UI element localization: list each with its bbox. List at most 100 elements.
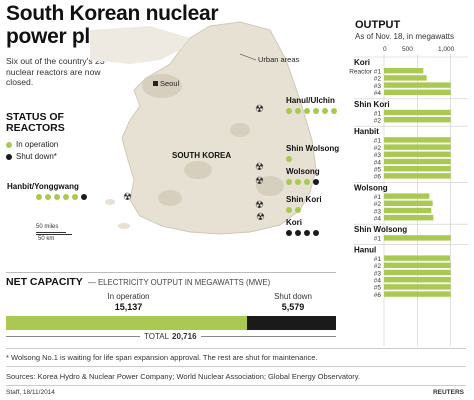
total-value: 20,716: [172, 332, 197, 341]
reactor-bar: [384, 207, 432, 214]
radiation-icon: ☢: [255, 200, 264, 211]
reactor-label: #2: [374, 76, 382, 83]
divider: [6, 272, 336, 273]
status-dot-shutdown: [81, 194, 87, 200]
group-label: Shin Wolsong: [354, 225, 407, 234]
status-dot-operation: [322, 108, 328, 114]
scale-bar: [36, 234, 72, 235]
reactor-bar: [384, 215, 434, 221]
legend-title: STATUS OF REACTORS: [6, 111, 65, 134]
page-subtitle: Six out of the country's 23 nuclear reac…: [6, 56, 105, 87]
reactor-bar: [384, 269, 451, 276]
plant-label-wolsong: Wolsong: [286, 167, 320, 176]
reactor-bar: [384, 82, 451, 88]
legend-swatch: [6, 153, 12, 160]
status-dot-shutdown: [313, 179, 319, 185]
scale-miles: 50 miles: [36, 224, 59, 230]
status-dot-operation: [54, 194, 60, 200]
capacity-bar-shutdown: [247, 316, 336, 330]
output-chart: Kori Reactor #1 #2 #3 #4 Shin Kori #1 #2 Hanbit #…: [340, 54, 470, 349]
reactor-label: #2: [374, 118, 382, 125]
status-dot-operation: [331, 108, 337, 114]
plant-dots: [286, 230, 319, 236]
radiation-icon: ☢: [255, 176, 264, 187]
reactor-bar: [384, 158, 451, 165]
status-dot-operation: [295, 207, 301, 213]
plant-dots: [286, 207, 301, 213]
legend-item-shutdown: Shut down*: [6, 152, 57, 161]
status-dot-shutdown: [295, 230, 301, 236]
legend-item-operation: In operation: [6, 140, 58, 149]
island: [118, 223, 130, 229]
reactor-label: #5: [374, 167, 382, 174]
group-label: Shin Kori: [354, 100, 390, 109]
radiation-icon: ☢: [256, 212, 265, 223]
reactor-bar: [384, 200, 433, 206]
north-korea-edge: [90, 26, 190, 64]
reactor-label: #3: [374, 83, 382, 90]
plant-dots: [36, 194, 87, 200]
status-dot-operation: [304, 108, 310, 114]
reactor-label: #2: [374, 145, 382, 152]
shutdown-label: Shut down: [274, 292, 312, 301]
plant-label-shin-kori: Shin Kori: [286, 195, 322, 204]
tick-label: 1,000: [438, 46, 455, 53]
island: [105, 199, 115, 205]
status-dot-operation: [45, 194, 51, 200]
plant-label-shin-wolsong: Shin Wolsong: [286, 144, 340, 153]
reactor-label: #1: [374, 256, 382, 263]
reactor-label: #1: [374, 110, 382, 117]
reactor-bar: [384, 277, 451, 283]
reactor-label: #4: [374, 278, 382, 285]
total-label: TOTAL 20,716: [140, 332, 201, 341]
reactor-label: #6: [374, 292, 382, 299]
status-dot-operation: [72, 194, 78, 200]
urban-area: [142, 74, 182, 98]
status-dot-operation: [313, 108, 319, 114]
status-dot-operation: [286, 156, 292, 162]
status-dot-operation: [286, 108, 292, 114]
reactor-label: #2: [374, 263, 382, 270]
status-dot-operation: [36, 194, 42, 200]
operation-value: 15,137: [114, 302, 143, 312]
net-capacity-title: NET CAPACITY: [6, 276, 83, 288]
footnote: * Wolsong No.1 is waiting for life span …: [6, 353, 318, 362]
reactor-label: #3: [374, 208, 382, 215]
tick-label: 500: [402, 46, 413, 53]
reactor-bar: [384, 284, 451, 290]
radiation-icon: ☢: [123, 192, 132, 203]
reuters-logo: REUTERS: [432, 389, 464, 396]
output-title: OUTPUT: [355, 19, 401, 31]
reactor-label: #4: [374, 216, 382, 223]
reactor-label: #5: [374, 285, 382, 292]
reactor-bar: [384, 137, 451, 143]
reactor-bar: [384, 117, 451, 123]
scale-bar: [36, 232, 66, 233]
radiation-icon: ☢: [255, 104, 264, 115]
reactor-bar: [384, 89, 451, 95]
legend-swatch: [6, 141, 12, 148]
reactor-bar: [384, 235, 451, 241]
plant-label-hanul: Hanul/Ulchin: [286, 96, 335, 105]
reactor-label: #1: [374, 236, 382, 243]
status-dot-operation: [295, 179, 301, 185]
group-label: Kori: [354, 58, 370, 67]
plant-label-kori: Kori: [286, 218, 302, 227]
reactor-bar: [384, 193, 430, 199]
status-dot-operation: [286, 207, 292, 213]
reactor-bar: [384, 255, 450, 261]
legend-label: In operation: [16, 140, 59, 149]
net-capacity-subtitle: — ELECTRICITY OUTPUT IN MEGAWATTS (MWE): [88, 278, 271, 287]
reactor-bar: [384, 166, 451, 172]
sources: Sources: Korea Hydro & Nuclear Power Com…: [6, 372, 361, 381]
seoul-label: Seoul: [160, 79, 180, 88]
total-text: TOTAL: [144, 332, 170, 341]
status-dot-shutdown: [313, 230, 319, 236]
status-dot-operation: [304, 179, 310, 185]
status-dot-operation: [63, 194, 69, 200]
reactor-bar: [384, 75, 427, 81]
reactor-bar: [384, 144, 451, 150]
plant-dots: [286, 156, 292, 162]
reactor-label: #6: [374, 174, 382, 181]
